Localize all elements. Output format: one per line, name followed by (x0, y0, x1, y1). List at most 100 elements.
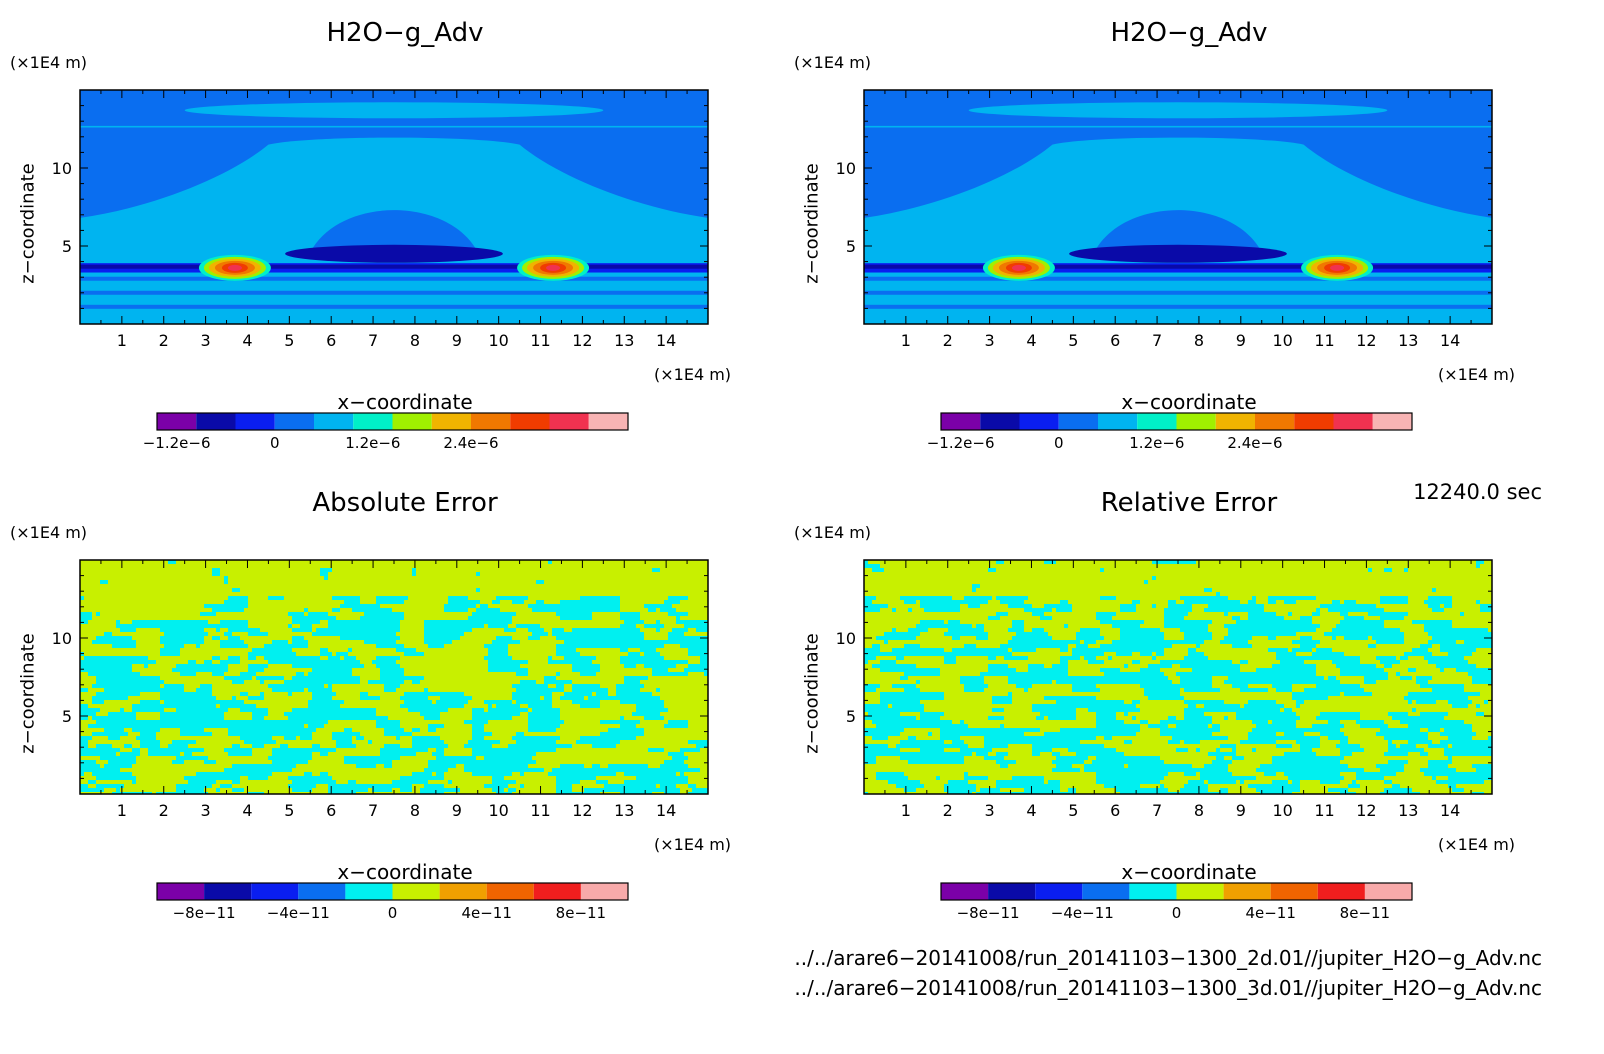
field-cell (340, 676, 344, 680)
field-cell (1248, 612, 1252, 616)
field-cell (680, 724, 684, 728)
field-cell (692, 784, 696, 788)
field-cell (656, 668, 660, 672)
field-cell (1108, 616, 1112, 620)
field-cell (1240, 608, 1244, 612)
field-cell (368, 760, 372, 764)
field-cell (144, 724, 148, 728)
field-cell (704, 656, 708, 660)
field-cell (360, 696, 364, 700)
field-cell (376, 680, 380, 684)
field-cell (152, 720, 156, 724)
colorbar-swatch (1176, 413, 1216, 430)
field-cell (228, 768, 232, 772)
field-cell (1208, 596, 1212, 600)
field-cell (304, 736, 308, 740)
field-cell (1224, 612, 1228, 616)
field-cell (932, 620, 936, 624)
field-cell (172, 716, 176, 720)
field-cell (324, 708, 328, 712)
field-cell (332, 620, 336, 624)
field-cell (440, 624, 444, 628)
field-cell (140, 656, 144, 660)
field-cell (492, 648, 496, 652)
field-cell (280, 764, 284, 768)
field-cell (1236, 620, 1240, 624)
field-cell (248, 732, 252, 736)
field-cell (464, 720, 468, 724)
field-cell (644, 640, 648, 644)
field-cell (304, 680, 308, 684)
field-cell (384, 752, 388, 756)
field-cell (620, 688, 624, 692)
field-cell (404, 788, 408, 792)
field-cell (120, 660, 124, 664)
field-cell (252, 744, 256, 748)
field-cell (88, 656, 92, 660)
field-cell (1376, 612, 1380, 616)
field-cell (1220, 608, 1224, 612)
field-cell (664, 604, 668, 608)
field-cell (228, 660, 232, 664)
field-cell (508, 744, 512, 748)
field-cell (200, 620, 204, 624)
field-cell (680, 672, 684, 676)
field-cell (624, 768, 628, 772)
field-cell (280, 688, 284, 692)
field-cell (636, 776, 640, 780)
field-cell (304, 684, 308, 688)
field-cell (952, 628, 956, 632)
field-cell (196, 644, 200, 648)
field-cell (648, 640, 652, 644)
field-cell (224, 772, 228, 776)
field-cell (1380, 596, 1384, 600)
field-cell (148, 708, 152, 712)
field-cell (508, 612, 512, 616)
field-cell (472, 708, 476, 712)
field-cell (256, 632, 260, 636)
field-cell (460, 620, 464, 624)
field-cell (672, 664, 676, 668)
field-cell (104, 716, 108, 720)
field-cell (480, 748, 484, 752)
field-cell (532, 768, 536, 772)
field-cell (304, 664, 308, 668)
field-cell (200, 700, 204, 704)
field-cell (208, 692, 212, 696)
field-cell (340, 788, 344, 792)
field-cell (1284, 624, 1288, 628)
field-cell (156, 728, 160, 732)
field-cell (1164, 560, 1168, 564)
field-cell (680, 620, 684, 624)
field-cell (412, 568, 416, 572)
field-cell (256, 652, 260, 656)
field-cell (676, 760, 680, 764)
field-cell (328, 700, 332, 704)
field-cell (396, 600, 400, 604)
field-cell (340, 668, 344, 672)
field-cell (312, 776, 316, 780)
field-cell (512, 596, 516, 600)
field-cell (196, 716, 200, 720)
field-cell (1204, 628, 1208, 632)
field-cell (500, 636, 504, 640)
field-cell (1176, 616, 1180, 620)
field-cell (672, 720, 676, 724)
field-cell (596, 744, 600, 748)
field-cell (1300, 616, 1304, 620)
field-cell (192, 756, 196, 760)
field-cell (632, 712, 636, 716)
field-cell (244, 600, 248, 604)
field-cell (696, 768, 700, 772)
field-cell (384, 724, 388, 728)
field-cell (172, 740, 176, 744)
field-cell (360, 620, 364, 624)
x-tick-label: 13 (614, 801, 634, 820)
field-cell (344, 716, 348, 720)
field-cell (296, 656, 300, 660)
field-cell (232, 644, 236, 648)
field-cell (376, 640, 380, 644)
field-cell (1268, 624, 1272, 628)
field-cell (412, 676, 416, 680)
field-cell (184, 728, 188, 732)
